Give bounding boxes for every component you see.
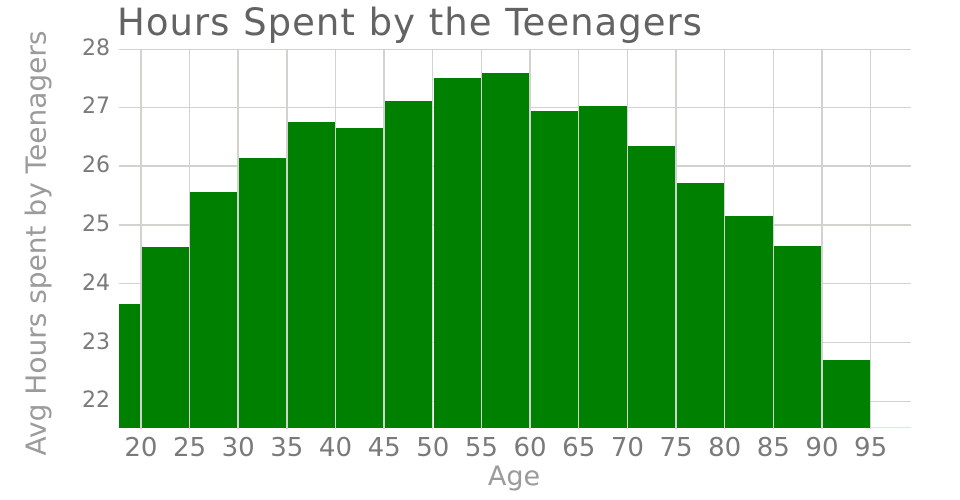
histogram-bar [433, 77, 481, 429]
histogram-bar [676, 182, 724, 429]
gridline-vertical [334, 48, 337, 429]
histogram-bar [384, 101, 432, 429]
y-tick-label: 28 [82, 35, 110, 61]
histogram-bar [579, 106, 627, 429]
x-tick-label: 25 [172, 433, 207, 463]
gridline-vertical [578, 48, 580, 429]
gridline-vertical [140, 48, 142, 429]
histogram-bar [822, 360, 870, 429]
gridline-vertical [675, 48, 677, 429]
gridline-vertical [432, 48, 434, 429]
histogram-bar [628, 145, 676, 429]
gridline-vertical [626, 48, 629, 429]
x-axis-title: Age [487, 461, 541, 492]
histogram-bar [118, 304, 141, 429]
gridline-vertical [772, 48, 774, 429]
gridline-vertical [821, 48, 823, 429]
y-tick-label: 23 [82, 329, 110, 355]
x-tick-label: 65 [562, 433, 596, 463]
gridline-horizontal [118, 48, 911, 50]
gridline-vertical [723, 48, 726, 429]
x-tick-label: 40 [318, 433, 353, 463]
gridline-vertical [286, 48, 288, 429]
x-tick-label: 45 [367, 433, 401, 463]
x-tick-label: 50 [416, 433, 450, 463]
x-tick-label: 20 [124, 433, 158, 463]
x-tick-label: 35 [270, 433, 304, 463]
histogram-bar [336, 127, 384, 429]
x-tick-label: 60 [513, 433, 547, 463]
histogram-bar [871, 427, 911, 429]
x-tick-label: 30 [221, 433, 255, 463]
gridline-vertical [383, 48, 385, 429]
y-tick-label: 25 [82, 211, 110, 237]
chart-title: Hours Spent by the Teenagers [117, 1, 703, 44]
x-tick-label: 55 [464, 433, 498, 463]
histogram-bar [725, 215, 773, 429]
y-tick-label: 26 [82, 153, 110, 179]
y-tick-label: 22 [82, 388, 110, 414]
gridline-vertical [237, 48, 239, 429]
histogram-bar [774, 246, 822, 429]
gridline-vertical [480, 48, 483, 429]
histogram-bar [530, 110, 578, 429]
histogram-bar [238, 157, 287, 429]
x-tick-label: 85 [756, 433, 790, 463]
gridline-vertical [869, 48, 872, 429]
gridline-vertical [188, 48, 191, 429]
histogram-bar [141, 247, 189, 429]
gridline-vertical [529, 48, 531, 429]
y-tick-label: 27 [82, 94, 110, 120]
x-tick-label: 90 [805, 433, 839, 463]
x-tick-label: 70 [610, 433, 644, 463]
histogram-bar [190, 192, 238, 429]
histogram-bar [287, 122, 335, 429]
plot-area [118, 48, 911, 429]
x-tick-label: 75 [659, 433, 693, 463]
y-tick-label: 24 [82, 270, 110, 296]
x-tick-label: 95 [854, 433, 888, 463]
x-tick-label: 80 [708, 433, 742, 463]
histogram-bar [482, 73, 530, 429]
